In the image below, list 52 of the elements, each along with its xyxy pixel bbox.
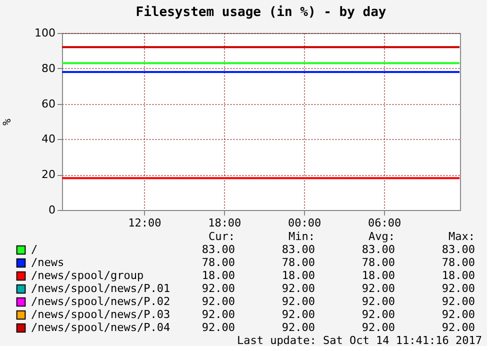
legend-label: /news/spool/group	[31, 269, 144, 282]
text: 92.00	[442, 295, 475, 308]
text: 83.00	[362, 243, 395, 256]
text: Min:	[288, 230, 315, 243]
text: 78.00	[202, 256, 235, 269]
text: 92.00	[442, 308, 475, 321]
text: 92.00	[202, 321, 235, 334]
text: 78.00	[362, 256, 395, 269]
x-tick-label: 12:00	[128, 216, 162, 230]
y-tick-label: 60	[42, 97, 56, 110]
legend-label: /	[31, 243, 38, 256]
text: Max:	[448, 230, 475, 243]
text: 78.00	[282, 256, 315, 269]
chart-title: Filesystem usage (in %) - by day	[136, 5, 386, 20]
text: Last update: Sat Oct 14 11:41:16 2017	[236, 334, 482, 347]
text: 83.00	[442, 243, 475, 256]
y-tick-label: 100	[34, 26, 56, 40]
text: 92.00	[362, 295, 395, 308]
y-tick-label: 40	[42, 132, 56, 146]
legend-label: /news/spool/news/P.03	[31, 308, 170, 321]
text: 92.00	[282, 282, 315, 295]
text: 18.00	[362, 269, 395, 282]
y-tick-label: 0	[48, 204, 56, 216]
text: 83.00	[282, 243, 315, 256]
x-tick-label: 00:00	[288, 216, 322, 230]
text: 92.00	[202, 308, 235, 321]
text: 92.00	[442, 321, 475, 334]
text: 92.00	[202, 282, 235, 295]
x-tick-label: 06:00	[368, 216, 402, 230]
text: 92.00	[362, 321, 395, 334]
text: 78.00	[442, 256, 475, 269]
x-tick-label: 18:00	[208, 216, 242, 230]
text: 83.00	[202, 243, 235, 256]
text: 92.00	[282, 321, 315, 334]
text: Cur:	[208, 230, 235, 243]
y-axis-title: %	[0, 118, 14, 126]
legend-label: /news/spool/news/P.04	[31, 321, 170, 334]
text: 92.00	[282, 308, 315, 321]
y-tick-label: 20	[42, 168, 56, 182]
text: 92.00	[282, 295, 315, 308]
legend-label: /news/spool/news/P.02	[31, 295, 170, 308]
legend-label: /news	[31, 256, 64, 269]
text: 92.00	[362, 308, 395, 321]
text: 18.00	[282, 269, 315, 282]
text: 92.00	[442, 282, 475, 295]
text: 18.00	[442, 269, 475, 282]
text: 92.00	[362, 282, 395, 295]
legend-label: /news/spool/news/P.01	[31, 282, 170, 295]
text: Avg:	[368, 230, 395, 243]
text: 92.00	[202, 295, 235, 308]
y-tick-label: 80	[42, 62, 56, 75]
text: 18.00	[202, 269, 235, 282]
